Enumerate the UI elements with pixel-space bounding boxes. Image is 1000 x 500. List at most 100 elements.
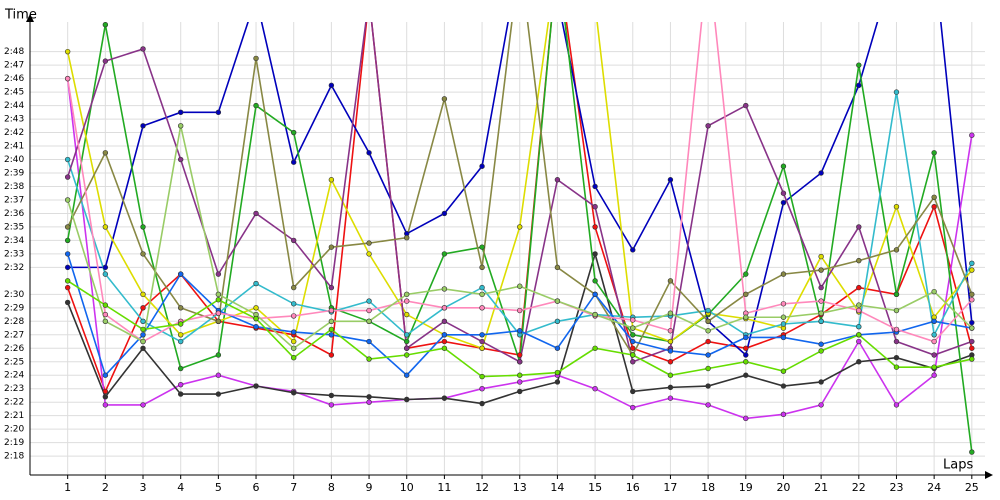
data-point xyxy=(140,338,146,345)
data-point xyxy=(479,244,485,250)
data-point xyxy=(64,156,71,163)
y-tick-label: 2:37 xyxy=(4,195,24,205)
data-point xyxy=(102,22,109,28)
data-point xyxy=(366,318,372,325)
data-point xyxy=(667,348,674,354)
x-tick-label: 11 xyxy=(437,481,451,494)
data-point xyxy=(780,334,787,341)
data-point xyxy=(441,251,448,257)
data-point xyxy=(177,271,184,277)
data-point xyxy=(102,402,109,408)
data-point xyxy=(517,359,523,365)
data-point xyxy=(818,253,824,260)
x-tick-label: 22 xyxy=(852,481,866,494)
data-point xyxy=(893,355,900,361)
data-point xyxy=(328,244,335,250)
data-point xyxy=(291,129,297,136)
data-point xyxy=(291,338,297,345)
data-point xyxy=(291,159,297,165)
data-point xyxy=(479,163,485,169)
data-point xyxy=(366,251,372,257)
data-point xyxy=(517,372,523,378)
data-point xyxy=(818,379,824,385)
data-point xyxy=(479,264,485,271)
data-point xyxy=(818,318,824,325)
y-tick-label: 2:47 xyxy=(4,61,24,71)
x-tick-label: 6 xyxy=(253,481,260,494)
data-point xyxy=(856,338,862,345)
data-point xyxy=(554,264,561,271)
y-tick-label: 2:41 xyxy=(4,142,24,152)
data-point xyxy=(441,395,448,401)
data-point xyxy=(931,318,937,325)
data-point xyxy=(743,102,749,109)
data-point xyxy=(705,352,711,358)
data-point xyxy=(64,284,71,291)
data-point xyxy=(780,199,787,206)
data-point xyxy=(140,291,146,298)
data-point xyxy=(630,247,636,253)
data-point xyxy=(743,352,749,358)
data-point xyxy=(140,318,146,325)
y-tick-label: 2:30 xyxy=(4,290,24,300)
data-point xyxy=(931,352,937,358)
data-point xyxy=(630,359,636,365)
data-point xyxy=(893,204,900,210)
data-point xyxy=(102,372,109,378)
data-point xyxy=(404,311,410,318)
data-point xyxy=(404,298,410,304)
data-point xyxy=(818,298,824,304)
data-point xyxy=(893,402,900,408)
data-point xyxy=(969,297,975,303)
data-point xyxy=(630,317,636,323)
data-point xyxy=(931,332,937,338)
data-point xyxy=(856,257,862,264)
data-point xyxy=(554,177,561,183)
data-point xyxy=(667,359,674,365)
data-point xyxy=(554,379,561,385)
data-point xyxy=(969,291,975,298)
x-tick-label: 9 xyxy=(366,481,373,494)
x-tick-label: 1 xyxy=(64,481,71,494)
data-point xyxy=(140,402,146,408)
data-point xyxy=(366,399,372,405)
y-arrow xyxy=(26,14,34,22)
data-point xyxy=(743,314,749,320)
data-point xyxy=(667,395,674,401)
data-point xyxy=(102,264,109,271)
data-point xyxy=(592,278,598,284)
data-point xyxy=(818,267,824,273)
x-tick-label: 19 xyxy=(739,481,753,494)
x-tick-label: 5 xyxy=(215,481,222,494)
data-point xyxy=(479,332,485,338)
data-point xyxy=(441,338,448,345)
data-point xyxy=(667,278,674,284)
data-point xyxy=(931,204,937,210)
data-point xyxy=(140,305,146,311)
y-tick-label: 2:28 xyxy=(4,317,24,327)
data-point xyxy=(969,132,975,138)
plot-area xyxy=(64,22,975,455)
x-tick-label: 17 xyxy=(663,481,677,494)
y-tick-label: 2:42 xyxy=(4,128,24,138)
data-point xyxy=(893,291,900,298)
data-point xyxy=(592,386,598,392)
data-point xyxy=(177,332,184,338)
data-point xyxy=(592,345,598,351)
data-point xyxy=(780,321,787,327)
data-point xyxy=(215,297,222,303)
data-point xyxy=(517,328,523,334)
data-point xyxy=(215,391,222,397)
data-point xyxy=(404,372,410,378)
y-tick-label: 2:26 xyxy=(4,344,24,354)
data-point xyxy=(291,345,297,351)
data-point xyxy=(328,284,335,291)
data-point xyxy=(856,62,862,68)
data-point xyxy=(705,307,711,314)
data-point xyxy=(102,224,109,230)
data-point xyxy=(856,82,862,89)
data-point xyxy=(328,307,335,314)
x-axis-label: Laps xyxy=(943,458,973,473)
